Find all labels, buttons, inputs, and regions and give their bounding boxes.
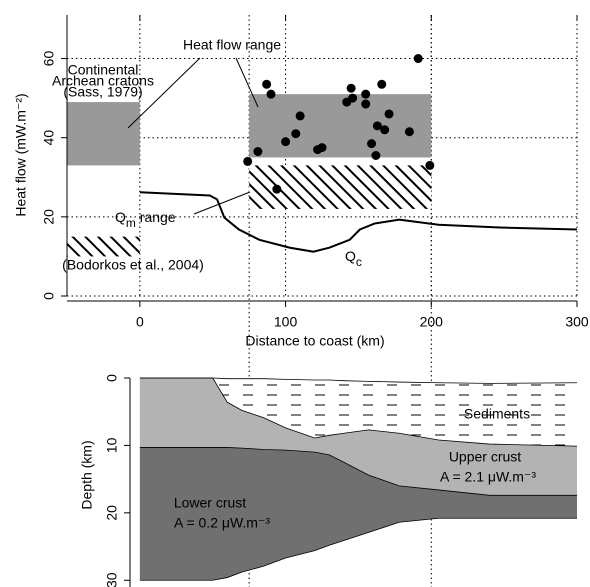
x-tick-label: 100 <box>274 314 298 330</box>
range-box <box>249 94 432 158</box>
data-point <box>262 79 272 89</box>
data-point <box>425 160 435 170</box>
data-point <box>243 156 253 166</box>
y-tick-label: 20 <box>104 505 120 521</box>
data-point <box>384 109 394 119</box>
qc-sub: c <box>356 255 362 269</box>
leader-line <box>193 191 251 215</box>
y-tick-label: 0 <box>41 292 57 300</box>
layer-fill <box>139 447 577 581</box>
y-tick-label: 10 <box>104 437 120 453</box>
leader-line <box>235 57 259 108</box>
qc-main: Q <box>345 248 356 264</box>
x-tick-label: 300 <box>565 314 589 330</box>
data-point <box>295 111 305 121</box>
qm-sub: m <box>126 216 136 230</box>
range-box <box>67 102 140 166</box>
data-point <box>291 129 301 139</box>
data-point <box>266 89 276 99</box>
annotation: (Sass, 1979) <box>63 84 142 100</box>
boundary-line <box>139 377 578 384</box>
layer-label: A = 2.1 μW.m⁻³ <box>440 469 536 485</box>
data-point <box>361 99 371 109</box>
data-point <box>413 54 423 64</box>
layer-fill <box>139 378 577 496</box>
data-point <box>371 151 381 160</box>
layer-label: A = 0.2 μW.m⁻³ <box>174 515 270 531</box>
data-point <box>253 147 263 157</box>
y-tick-label: 20 <box>41 209 57 225</box>
annotation: Continental <box>68 62 139 78</box>
qc-line <box>139 191 578 253</box>
data-point <box>372 121 382 131</box>
y-axis-label: Heat flow (mW.m⁻²) <box>13 93 29 216</box>
range-box <box>67 236 140 257</box>
boundary-line <box>139 377 578 447</box>
layer-label: Upper crust <box>449 449 521 465</box>
annotation: Archean cratons <box>52 73 154 89</box>
qm-rest: range <box>136 209 176 225</box>
boundary-line <box>139 447 577 496</box>
data-point <box>272 184 282 194</box>
layer-label: Sediments <box>464 406 530 422</box>
qm-main: Q <box>115 209 126 225</box>
data-point <box>380 125 390 135</box>
data-point <box>377 79 387 89</box>
data-point <box>317 143 327 153</box>
data-point <box>367 139 377 149</box>
layer-label: Lower crust <box>174 495 246 511</box>
data-point <box>361 89 371 99</box>
x-tick-label: 200 <box>420 314 444 330</box>
y-tick-label: 60 <box>41 51 57 67</box>
annotation: (Bodorkos et al., 2004) <box>62 257 204 273</box>
y-axis-label: Depth (km) <box>79 440 95 509</box>
y-tick-label: 40 <box>41 130 57 146</box>
x-tick-label: 0 <box>136 314 144 330</box>
y-tick-label: 30 <box>104 572 120 587</box>
y-tick-label: 0 <box>104 374 120 382</box>
boundary-line <box>139 517 577 581</box>
data-point <box>346 83 356 93</box>
leader-line <box>127 57 201 129</box>
data-point <box>281 137 291 147</box>
qm-label: Qm range <box>115 209 176 230</box>
x-axis-label: Distance to coast (km) <box>245 333 384 349</box>
annotation: Heat flow range <box>183 37 281 53</box>
data-point <box>348 93 358 103</box>
qc-label: Qc <box>345 248 362 269</box>
data-point <box>404 127 414 137</box>
layer-fill <box>139 378 577 447</box>
